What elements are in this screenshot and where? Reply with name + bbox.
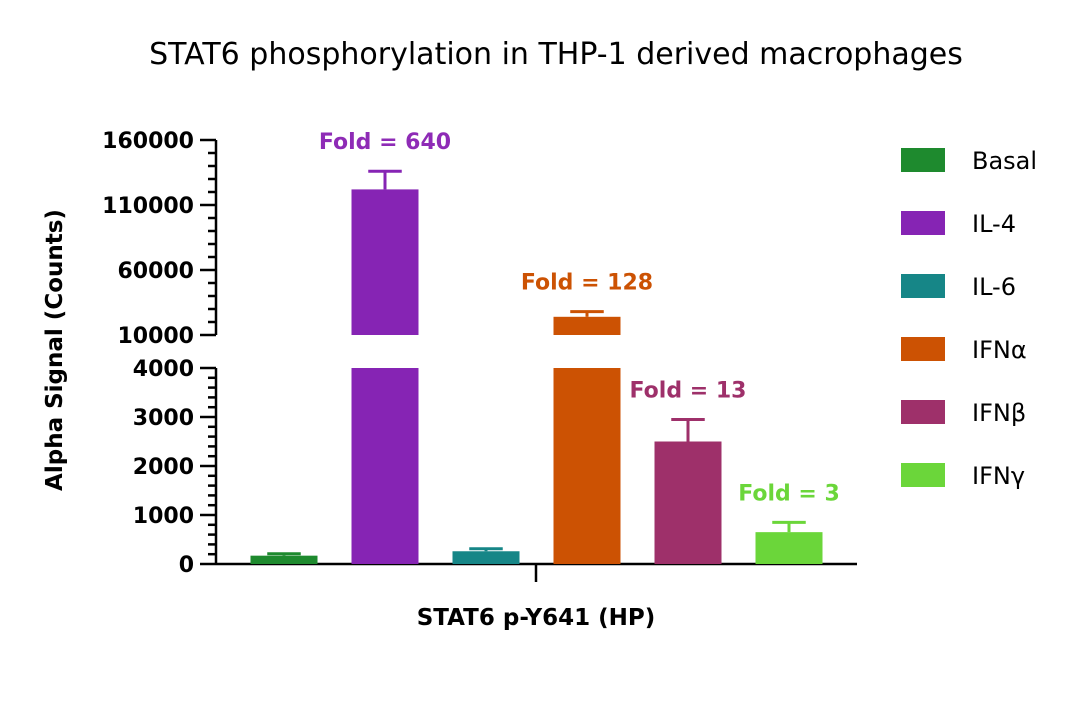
- y-tick-label: 4000: [133, 357, 194, 382]
- legend-swatch-il-4: [901, 211, 945, 235]
- bar-ifnγ: [755, 532, 823, 564]
- y-tick-label: 160000: [102, 129, 194, 154]
- y-tick-label: 2000: [133, 455, 194, 480]
- legend-label-basal: Basal: [972, 147, 1037, 175]
- bar-basal: [250, 555, 318, 564]
- legend-swatch-ifnβ: [901, 400, 945, 424]
- legend-label-ifnγ: IFNγ: [972, 462, 1025, 490]
- plot-area: 0 1000 2000 3000 4000 10000 60000 110000 160000 F…: [102, 129, 857, 582]
- bar-upper-ifnα: [553, 316, 621, 335]
- fold-label-ifnβ: Fold = 13: [630, 378, 747, 403]
- legend-label-ifnβ: IFNβ: [972, 399, 1026, 427]
- bar-upper-il-4: [351, 189, 419, 335]
- fold-label-il-4: Fold = 640: [319, 130, 451, 155]
- y-tick-label: 1000: [133, 504, 194, 529]
- bar-ifnα: [553, 368, 621, 564]
- bar-ifnβ: [654, 441, 722, 564]
- y-tick-label: 10000: [117, 324, 194, 349]
- legend: Basal IL-4 IL-6 IFNα IFNβ IFNγ: [901, 147, 1037, 490]
- y-tick-label: 0: [179, 553, 194, 578]
- y-tick-label: 60000: [117, 259, 194, 284]
- legend-swatch-il-6: [901, 274, 945, 298]
- fold-label-ifnα: Fold = 128: [521, 271, 653, 296]
- legend-swatch-basal: [901, 148, 945, 172]
- legend-label-il-6: IL-6: [972, 273, 1016, 301]
- legend-label-il-4: IL-4: [972, 210, 1016, 238]
- y-tick-label: 3000: [133, 406, 194, 431]
- legend-label-ifnα: IFNα: [972, 336, 1027, 364]
- x-axis-label: STAT6 p-Y641 (HP): [417, 605, 656, 631]
- bar-il-4: [351, 368, 419, 564]
- y-tick-label: 110000: [102, 194, 194, 219]
- fold-label-ifnγ: Fold = 3: [738, 481, 840, 506]
- chart-title: STAT6 phosphorylation in THP-1 derived m…: [149, 37, 963, 72]
- bar-il-6: [452, 551, 520, 564]
- legend-swatch-ifnγ: [901, 463, 945, 487]
- legend-swatch-ifnα: [901, 337, 945, 361]
- y-axis-label: Alpha Signal (Counts): [42, 209, 68, 491]
